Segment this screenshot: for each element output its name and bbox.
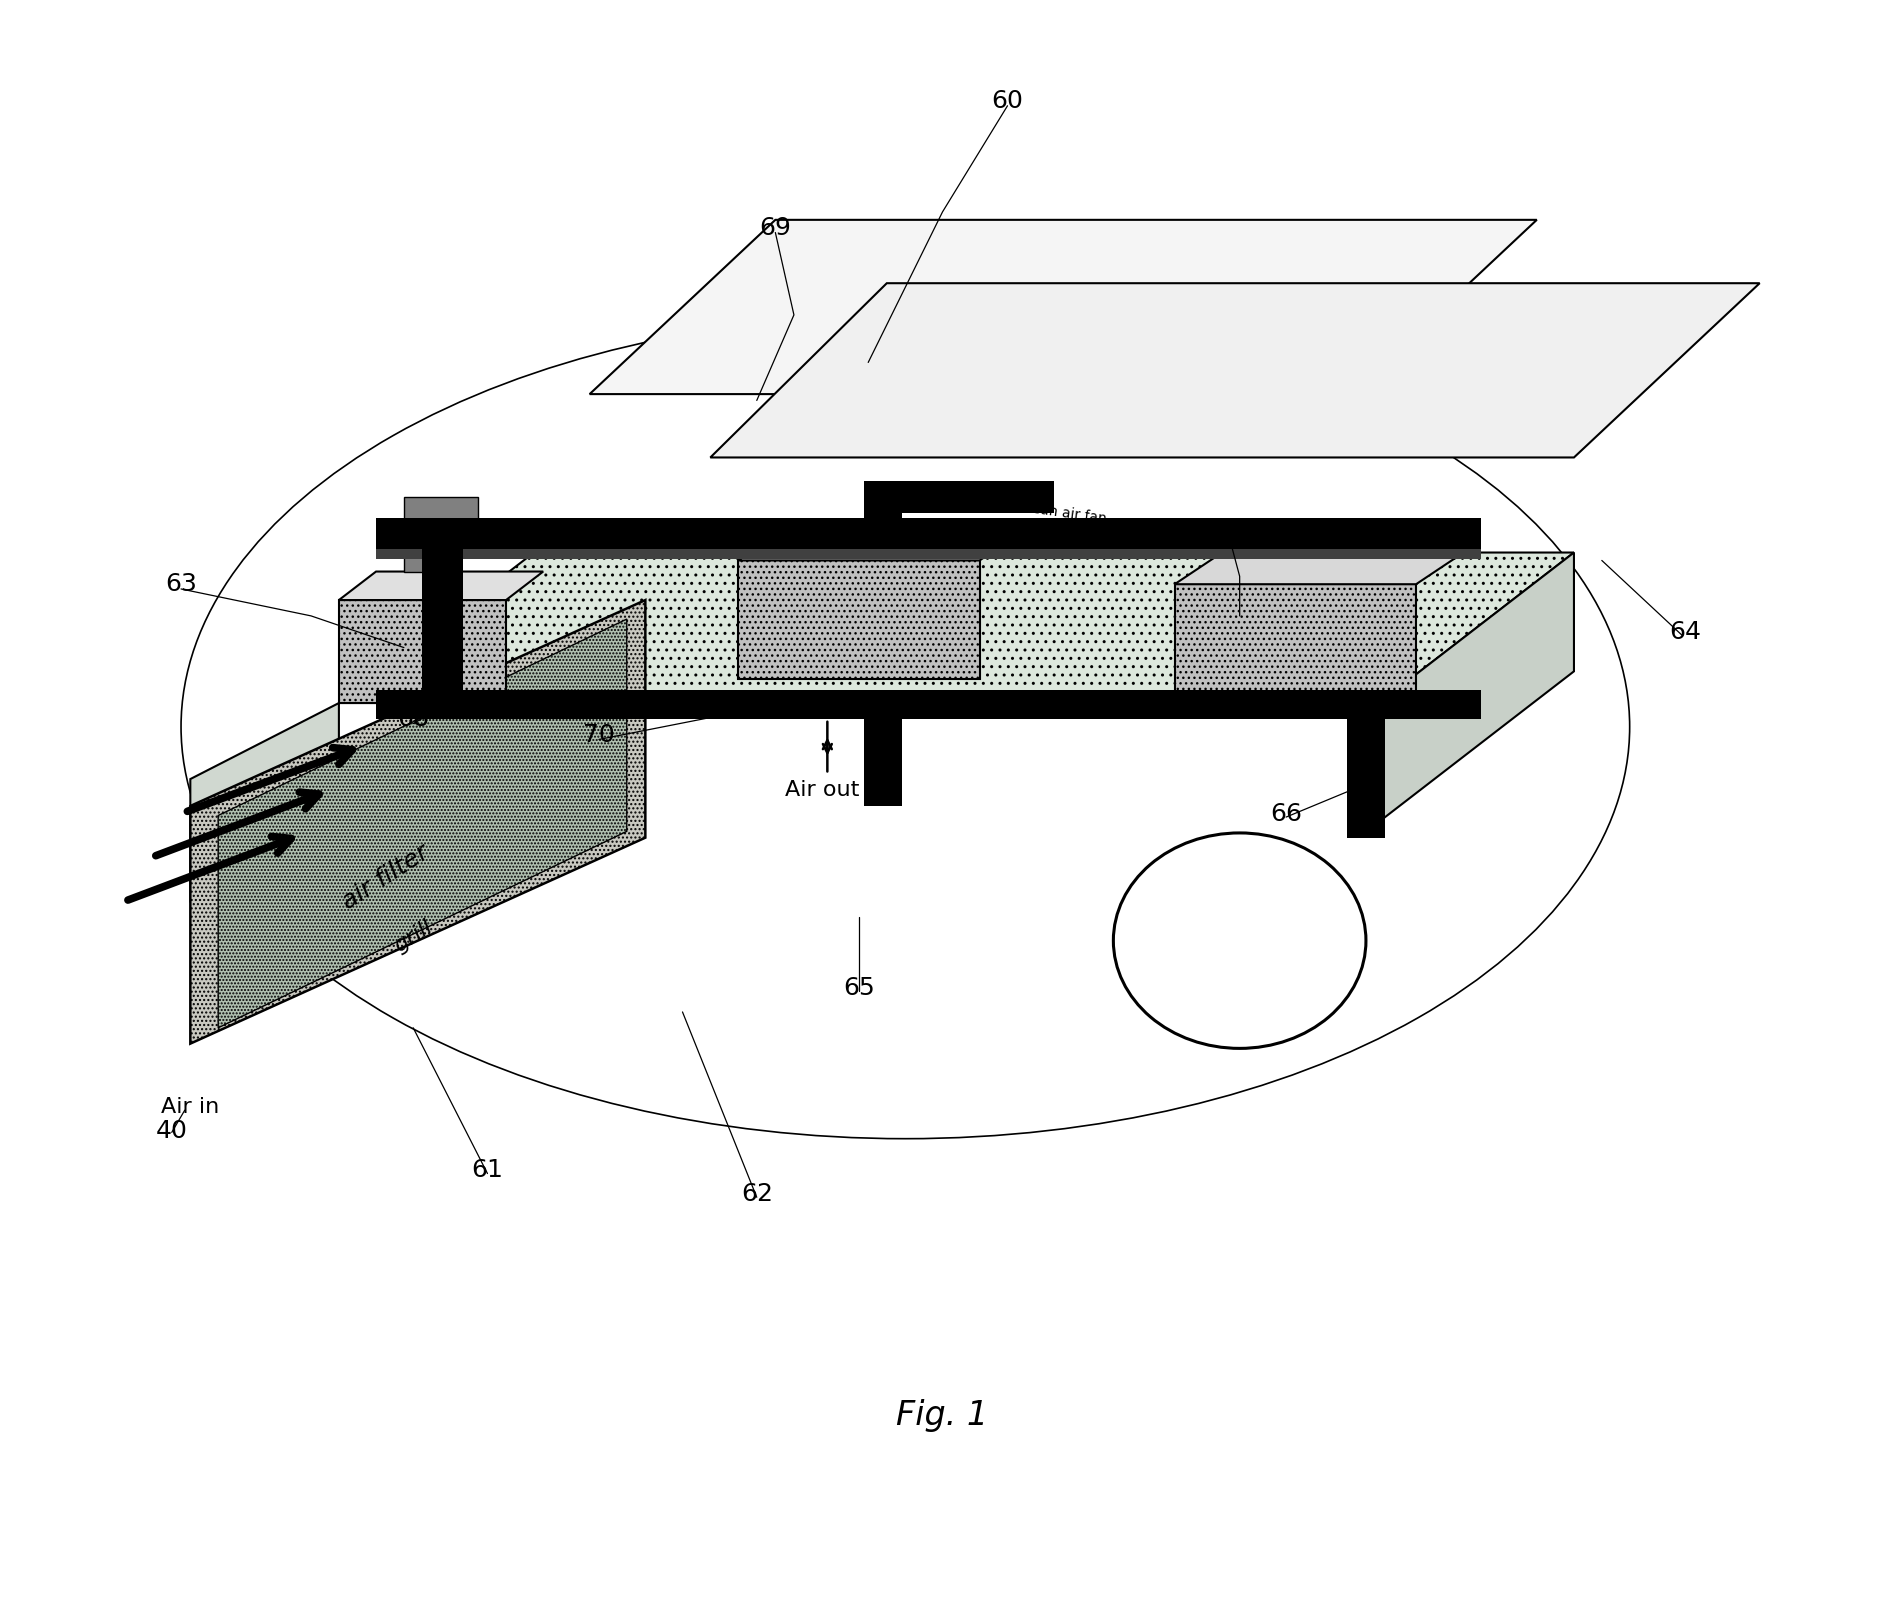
Text: 40: 40 — [156, 1119, 188, 1143]
Polygon shape — [190, 600, 645, 1043]
Polygon shape — [339, 553, 1574, 703]
Polygon shape — [403, 496, 479, 521]
Text: 61: 61 — [471, 1159, 503, 1182]
Polygon shape — [739, 529, 1025, 561]
Polygon shape — [865, 482, 1054, 513]
Text: 63: 63 — [166, 572, 196, 596]
Polygon shape — [739, 561, 980, 679]
Text: Air out: Air out — [784, 780, 860, 800]
Polygon shape — [1380, 553, 1574, 822]
Polygon shape — [375, 690, 1482, 719]
Polygon shape — [339, 572, 543, 600]
Polygon shape — [865, 482, 901, 517]
Polygon shape — [375, 550, 1482, 559]
Polygon shape — [711, 284, 1761, 458]
Polygon shape — [1348, 690, 1384, 838]
Text: 64: 64 — [1670, 619, 1702, 643]
Text: 70: 70 — [582, 722, 615, 746]
Text: air filter: air filter — [337, 840, 434, 914]
Polygon shape — [1174, 584, 1416, 703]
Polygon shape — [590, 219, 1536, 393]
Text: 60: 60 — [992, 89, 1024, 113]
Polygon shape — [403, 521, 441, 572]
Text: 62: 62 — [741, 1182, 773, 1206]
Polygon shape — [865, 690, 901, 806]
Text: grill: grill — [390, 916, 435, 956]
Polygon shape — [375, 517, 1482, 550]
Text: 65: 65 — [843, 977, 875, 999]
Text: 66: 66 — [1270, 801, 1303, 825]
Polygon shape — [422, 550, 464, 703]
Text: clean air fan: clean air fan — [1020, 500, 1106, 526]
Polygon shape — [190, 703, 339, 901]
Text: Air in: Air in — [162, 1098, 219, 1117]
Polygon shape — [219, 619, 628, 1028]
Polygon shape — [339, 600, 505, 703]
Text: 67: 67 — [1214, 524, 1246, 548]
Text: 68: 68 — [398, 708, 430, 730]
Text: 69: 69 — [760, 216, 792, 240]
Polygon shape — [1174, 556, 1459, 584]
Text: Fig. 1: Fig. 1 — [897, 1399, 988, 1433]
